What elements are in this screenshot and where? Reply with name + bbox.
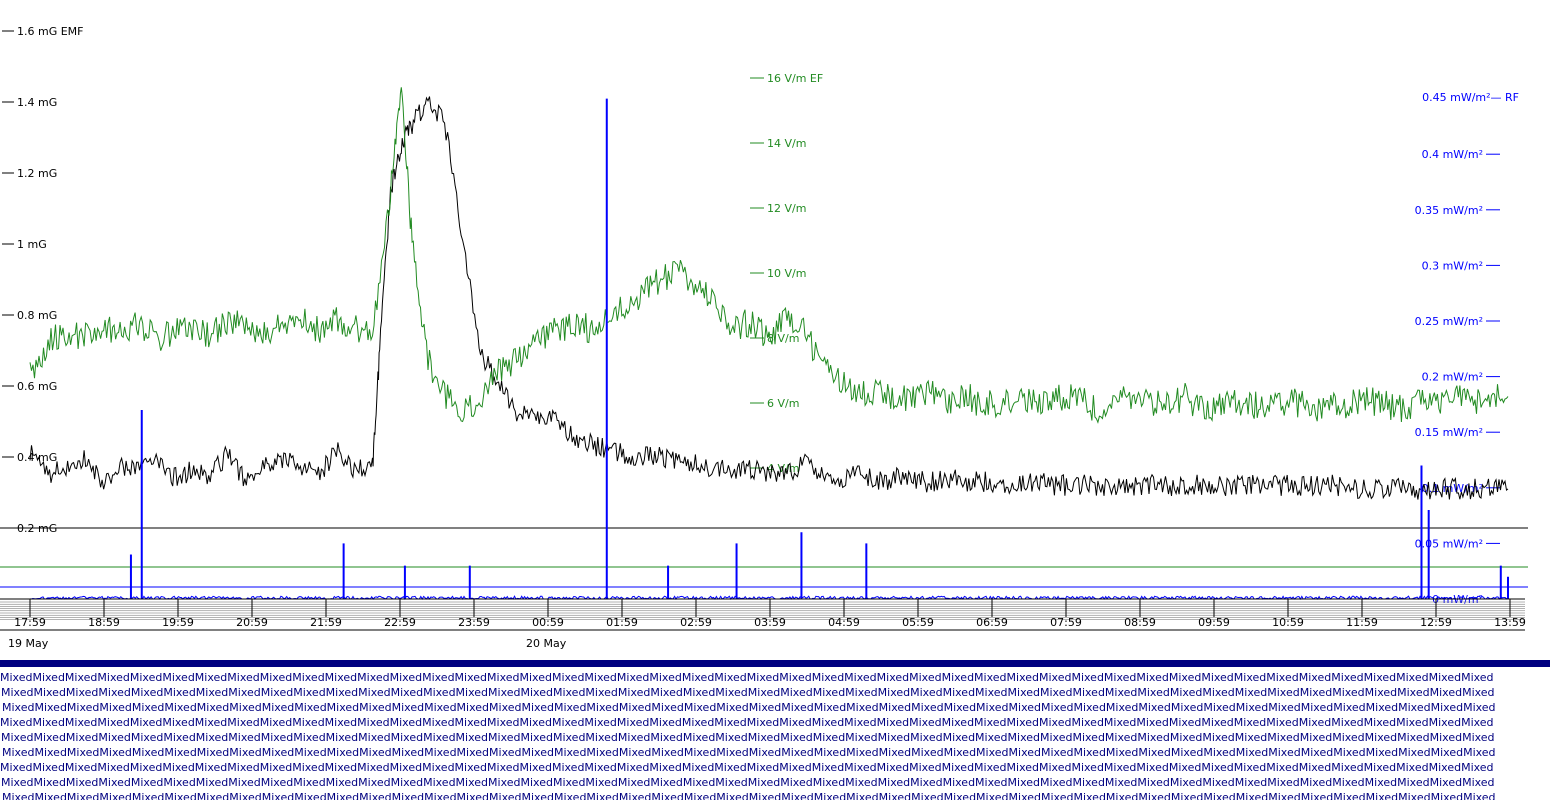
ef-tick-label: 10 V/m <box>767 267 806 280</box>
rf-tick-label: 0.35 mW/m² <box>1415 204 1483 217</box>
time-tick-label: 05:59 <box>902 616 934 629</box>
time-tick-label: 08:59 <box>1124 616 1156 629</box>
rf-tick-label: 0.15 mW/m² <box>1415 426 1483 439</box>
emf-tick-label: 1 mG <box>17 238 47 251</box>
sensor-chart: 1.6 mG EMF 1.4 mG 1.2 mG 1 mG 0.8 mG 0.6 mG 0.… <box>0 25 1528 650</box>
ef-tick-label: 16 V/m EF <box>767 72 823 85</box>
time-tick-label: 22:59 <box>384 616 416 629</box>
time-axis: 17:59 18:59 19:59 20:59 21:59 22:59 23:59 00:59… <box>0 598 1526 650</box>
rf-tick-label: 0.45 mW/m²— RF <box>1422 91 1519 104</box>
emf-tick-label: 1.6 mG EMF <box>17 25 84 38</box>
ef-tick-label: 6 V/m <box>767 397 799 410</box>
date-label: 20 May <box>526 637 567 650</box>
time-tick-label: 00:59 <box>532 616 564 629</box>
time-tick-label: 17:59 <box>14 616 46 629</box>
status-strip-row: MixedMixedMixedMixedMixedMixedMixedMixed… <box>0 671 1494 684</box>
status-strip-row: MixedMixedMixedMixedMixedMixedMixedMixed… <box>0 761 1494 774</box>
emf-tick-label: 0.8 mG <box>17 309 57 322</box>
time-tick-label: 02:59 <box>680 616 712 629</box>
rf-tick-label: 0.2 mW/m² <box>1422 371 1483 384</box>
time-tick-label: 09:59 <box>1198 616 1230 629</box>
threshold-lines <box>0 527 1528 588</box>
date-label: 19 May <box>8 637 49 650</box>
status-strip-row: MixedMixedMixedMixedMixedMixedMixedMixed… <box>1 776 1495 789</box>
rf-tick-label: 0.05 mW/m² <box>1415 537 1483 550</box>
status-strip-row: MixedMixedMixedMixedMixedMixedMixedMixed… <box>1 686 1495 699</box>
time-tick-label: 11:59 <box>1346 616 1378 629</box>
emf-tick-label: 0.2 mG <box>17 522 57 535</box>
time-tick-label: 18:59 <box>88 616 120 629</box>
time-tick-label: 07:59 <box>1050 616 1082 629</box>
time-tick-label: 13:59 <box>1494 616 1526 629</box>
status-strip-row: MixedMixedMixedMixedMixedMixedMixedMixed… <box>2 746 1496 759</box>
ef-tick-label: 14 V/m <box>767 137 806 150</box>
status-strip-row: MixedMixedMixedMixedMixedMixedMixedMixed… <box>1 731 1495 744</box>
emf-axis: 1.6 mG EMF 1.4 mG 1.2 mG 1 mG 0.8 mG 0.6 mG 0.… <box>2 25 84 535</box>
time-tick-label: 10:59 <box>1272 616 1304 629</box>
rf-tick-label: 0.4 mW/m² <box>1422 148 1483 161</box>
rf-axis: 0.45 mW/m²— RF 0.4 mW/m² 0.35 mW/m² 0.3 mW/… <box>1415 91 1519 606</box>
status-strip-row: MixedMixedMixedMixedMixedMixedMixedMixed… <box>0 716 1494 729</box>
emf-tick-label: 1.2 mG <box>17 167 57 180</box>
status-strip-row: MixedMixedMixedMixedMixedMixedMixedMixed… <box>2 701 1496 714</box>
time-tick-label: 01:59 <box>606 616 638 629</box>
status-strip: MixedMixedMixedMixedMixedMixedMixedMixed… <box>0 660 1550 800</box>
time-tick-label: 06:59 <box>976 616 1008 629</box>
emf-tick-label: 1.4 mG <box>17 96 57 109</box>
time-tick-label: 12:59 <box>1420 616 1452 629</box>
time-tick-label: 04:59 <box>828 616 860 629</box>
time-tick-label: 21:59 <box>310 616 342 629</box>
status-strip-row: MixedMixedMixedMixedMixedMixedMixedMixed… <box>2 791 1496 800</box>
rf-tick-label: 0.3 mW/m² <box>1422 259 1483 272</box>
ef-tick-label: 12 V/m <box>767 202 806 215</box>
time-tick-label: 03:59 <box>754 616 786 629</box>
series-emf-line <box>29 96 1509 500</box>
rf-tick-label: 0.25 mW/m² <box>1415 315 1483 328</box>
time-tick-label: 19:59 <box>162 616 194 629</box>
series-ef-line <box>29 87 1509 424</box>
time-tick-label: 23:59 <box>458 616 490 629</box>
time-tick-label: 20:59 <box>236 616 268 629</box>
emf-tick-label: 0.6 mG <box>17 380 57 393</box>
status-strip-bar <box>0 660 1550 667</box>
